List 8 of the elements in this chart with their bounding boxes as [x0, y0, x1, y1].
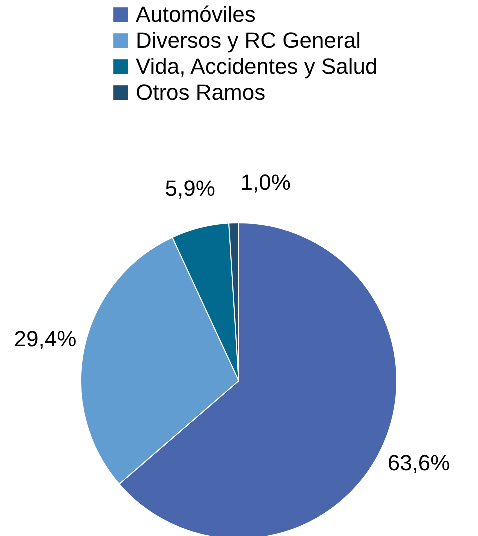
data-label: 29,4%: [14, 326, 77, 352]
legend-label: Diversos y RC General: [136, 28, 361, 53]
legend-label: Vida, Accidentes y Salud: [136, 54, 378, 79]
data-label: 1,0%: [240, 170, 291, 196]
data-label: 5,9%: [165, 176, 216, 202]
data-label: 63,6%: [388, 450, 450, 476]
legend-label: Automóviles: [136, 2, 256, 27]
legend-label: Otros Ramos: [136, 80, 266, 105]
